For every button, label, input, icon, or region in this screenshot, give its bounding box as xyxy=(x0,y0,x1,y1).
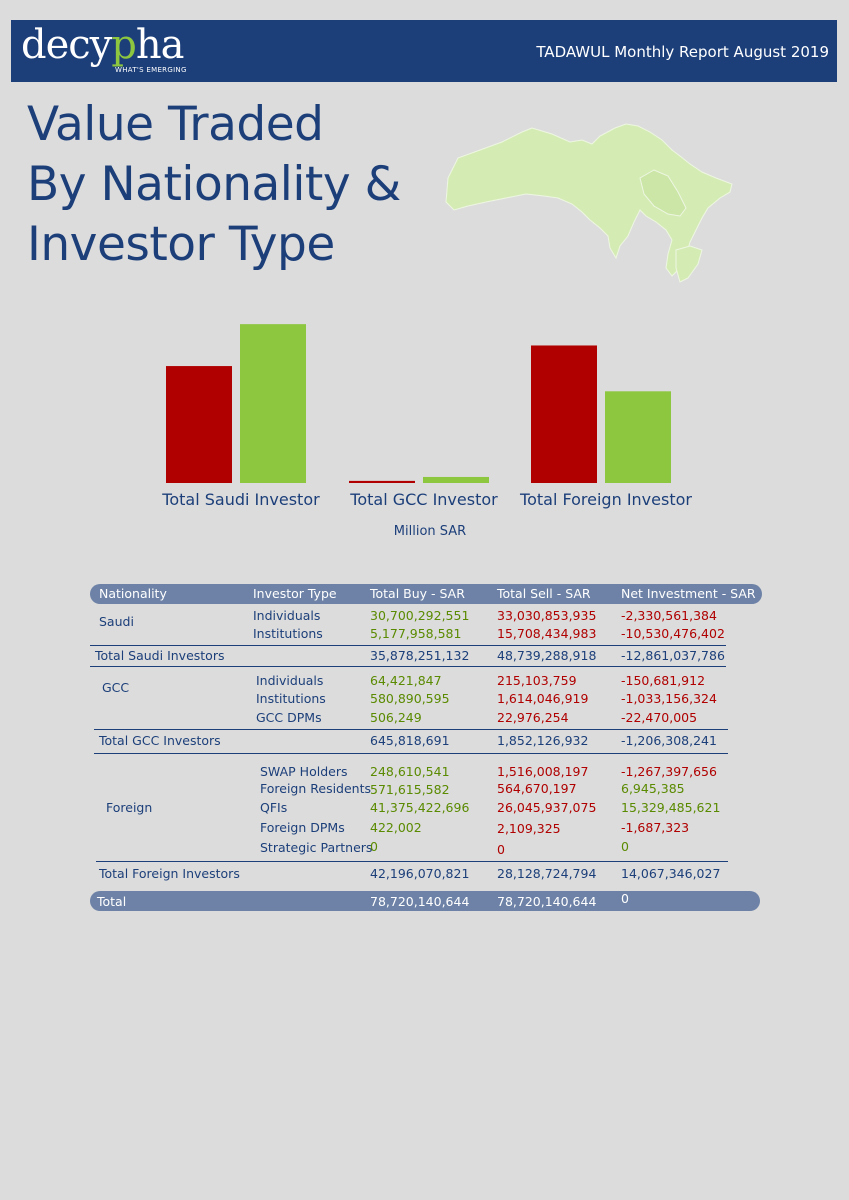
buy-value: 422,002 xyxy=(370,820,422,835)
chart-category-label: Total Saudi Investor xyxy=(162,490,320,509)
buy-value: 580,890,595 xyxy=(370,691,450,706)
row-divider xyxy=(94,753,728,754)
net-value: -2,330,561,384 xyxy=(621,608,717,623)
chart-category-label: Total GCC Investor xyxy=(350,490,498,509)
total-gcc-net: -1,206,308,241 xyxy=(621,733,717,748)
total-gcc-label: Total GCC Investors xyxy=(99,733,221,748)
chart-bar xyxy=(531,345,597,483)
net-value: -1,033,156,324 xyxy=(621,691,717,706)
investor-type: Institutions xyxy=(253,626,323,641)
sell-value: 22,976,254 xyxy=(497,710,569,725)
report-title: TADAWUL Monthly Report August 2019 xyxy=(536,43,829,61)
chart-bar xyxy=(166,366,232,483)
col-header-net-investment: Net Investment - SAR xyxy=(621,586,756,601)
logo-tagline: WHAT'S EMERGING xyxy=(115,66,187,74)
investor-type: QFIs xyxy=(260,800,288,815)
arab-world-map xyxy=(445,123,733,283)
grand-total-label: Total xyxy=(97,894,127,909)
total-saudi-buy: 35,878,251,132 xyxy=(370,648,470,663)
investor-type: Strategic Partners xyxy=(260,840,373,855)
grand-total-sell: 78,720,140,644 xyxy=(497,894,597,909)
investor-type: GCC DPMs xyxy=(256,710,322,725)
grand-total-net: 0 xyxy=(621,891,629,906)
net-value: -22,470,005 xyxy=(621,710,698,725)
col-header-nationality: Nationality xyxy=(99,586,167,601)
sell-value: 1,516,008,197 xyxy=(497,764,589,779)
chart-plot xyxy=(166,324,671,483)
row-divider xyxy=(94,729,728,730)
buy-value: 5,177,958,581 xyxy=(370,626,462,641)
decypha-logo: decypha xyxy=(21,22,184,68)
investor-type: Individuals xyxy=(256,673,324,688)
sell-value: 215,103,759 xyxy=(497,673,577,688)
total-foreign-net: 14,067,346,027 xyxy=(621,866,721,881)
total-saudi-net: -12,861,037,786 xyxy=(621,648,725,663)
buy-value: 64,421,847 xyxy=(370,673,442,688)
chart-category-label: Total Foreign Investor xyxy=(520,490,692,509)
total-saudi-label: Total Saudi Investors xyxy=(95,648,225,663)
chart-bar xyxy=(349,480,415,483)
net-value: -150,681,912 xyxy=(621,673,706,688)
buy-value: 571,615,582 xyxy=(370,782,450,797)
buy-value: 248,610,541 xyxy=(370,764,450,779)
sell-value: 33,030,853,935 xyxy=(497,608,597,623)
buy-value: 0 xyxy=(370,839,378,854)
buy-value: 30,700,292,551 xyxy=(370,608,470,623)
net-value: -1,267,397,656 xyxy=(621,764,717,779)
col-header-total-sell: Total Sell - SAR xyxy=(497,586,591,601)
grand-total-bar xyxy=(90,891,760,911)
sell-value: 1,614,046,919 xyxy=(497,691,589,706)
row-divider xyxy=(96,861,728,862)
net-value: -1,687,323 xyxy=(621,820,690,835)
net-value: -10,530,476,402 xyxy=(621,626,725,641)
chart-bar xyxy=(240,324,306,483)
total-foreign-sell: 28,128,724,794 xyxy=(497,866,597,881)
value-traded-chart: Total Saudi Investor Total GCC Investor To… xyxy=(0,290,849,539)
row-divider xyxy=(90,645,726,646)
buy-value: 41,375,422,696 xyxy=(370,800,470,815)
total-gcc-buy: 645,818,691 xyxy=(370,733,450,748)
total-gcc-sell: 1,852,126,932 xyxy=(497,733,589,748)
total-foreign-label: Total Foreign Investors xyxy=(99,866,240,881)
chart-unit-label: Million SAR xyxy=(393,524,467,539)
col-header-investor-type: Investor Type xyxy=(253,586,337,601)
total-saudi-sell: 48,739,288,918 xyxy=(497,648,597,663)
net-value: 0 xyxy=(621,839,629,854)
investor-type: Foreign DPMs xyxy=(260,820,345,835)
buy-value: 506,249 xyxy=(370,710,422,725)
nationality-gcc: GCC xyxy=(102,680,130,695)
net-value: 6,945,385 xyxy=(621,781,685,796)
chart-bar xyxy=(423,476,489,483)
grand-total-buy: 78,720,140,644 xyxy=(370,894,470,909)
total-foreign-buy: 42,196,070,821 xyxy=(370,866,470,881)
nationality-foreign: Foreign xyxy=(106,800,153,815)
col-header-total-buy: Total Buy - SAR xyxy=(370,586,465,601)
report-header: decypha WHAT'S EMERGING TADAWUL Monthly … xyxy=(11,20,837,82)
investor-type: Foreign Residents xyxy=(260,781,372,796)
sell-value: 26,045,937,075 xyxy=(497,800,597,815)
table-header-bar xyxy=(90,584,762,604)
investor-type: Individuals xyxy=(253,608,321,623)
sell-value: 0 xyxy=(497,842,505,857)
chart-bar xyxy=(605,391,671,483)
page-title-line-3: Investor Type xyxy=(27,217,335,272)
investor-type: SWAP Holders xyxy=(260,764,348,779)
page-title-line-2: By Nationality & xyxy=(27,157,401,212)
net-value: 15,329,485,621 xyxy=(621,800,721,815)
page-title-line-1: Value Traded xyxy=(27,97,324,152)
nationality-saudi: Saudi xyxy=(99,614,134,629)
row-divider xyxy=(90,666,726,667)
investor-type: Institutions xyxy=(256,691,326,706)
sell-value: 564,670,197 xyxy=(497,781,577,796)
sell-value: 15,708,434,983 xyxy=(497,626,597,641)
sell-value: 2,109,325 xyxy=(497,821,561,836)
